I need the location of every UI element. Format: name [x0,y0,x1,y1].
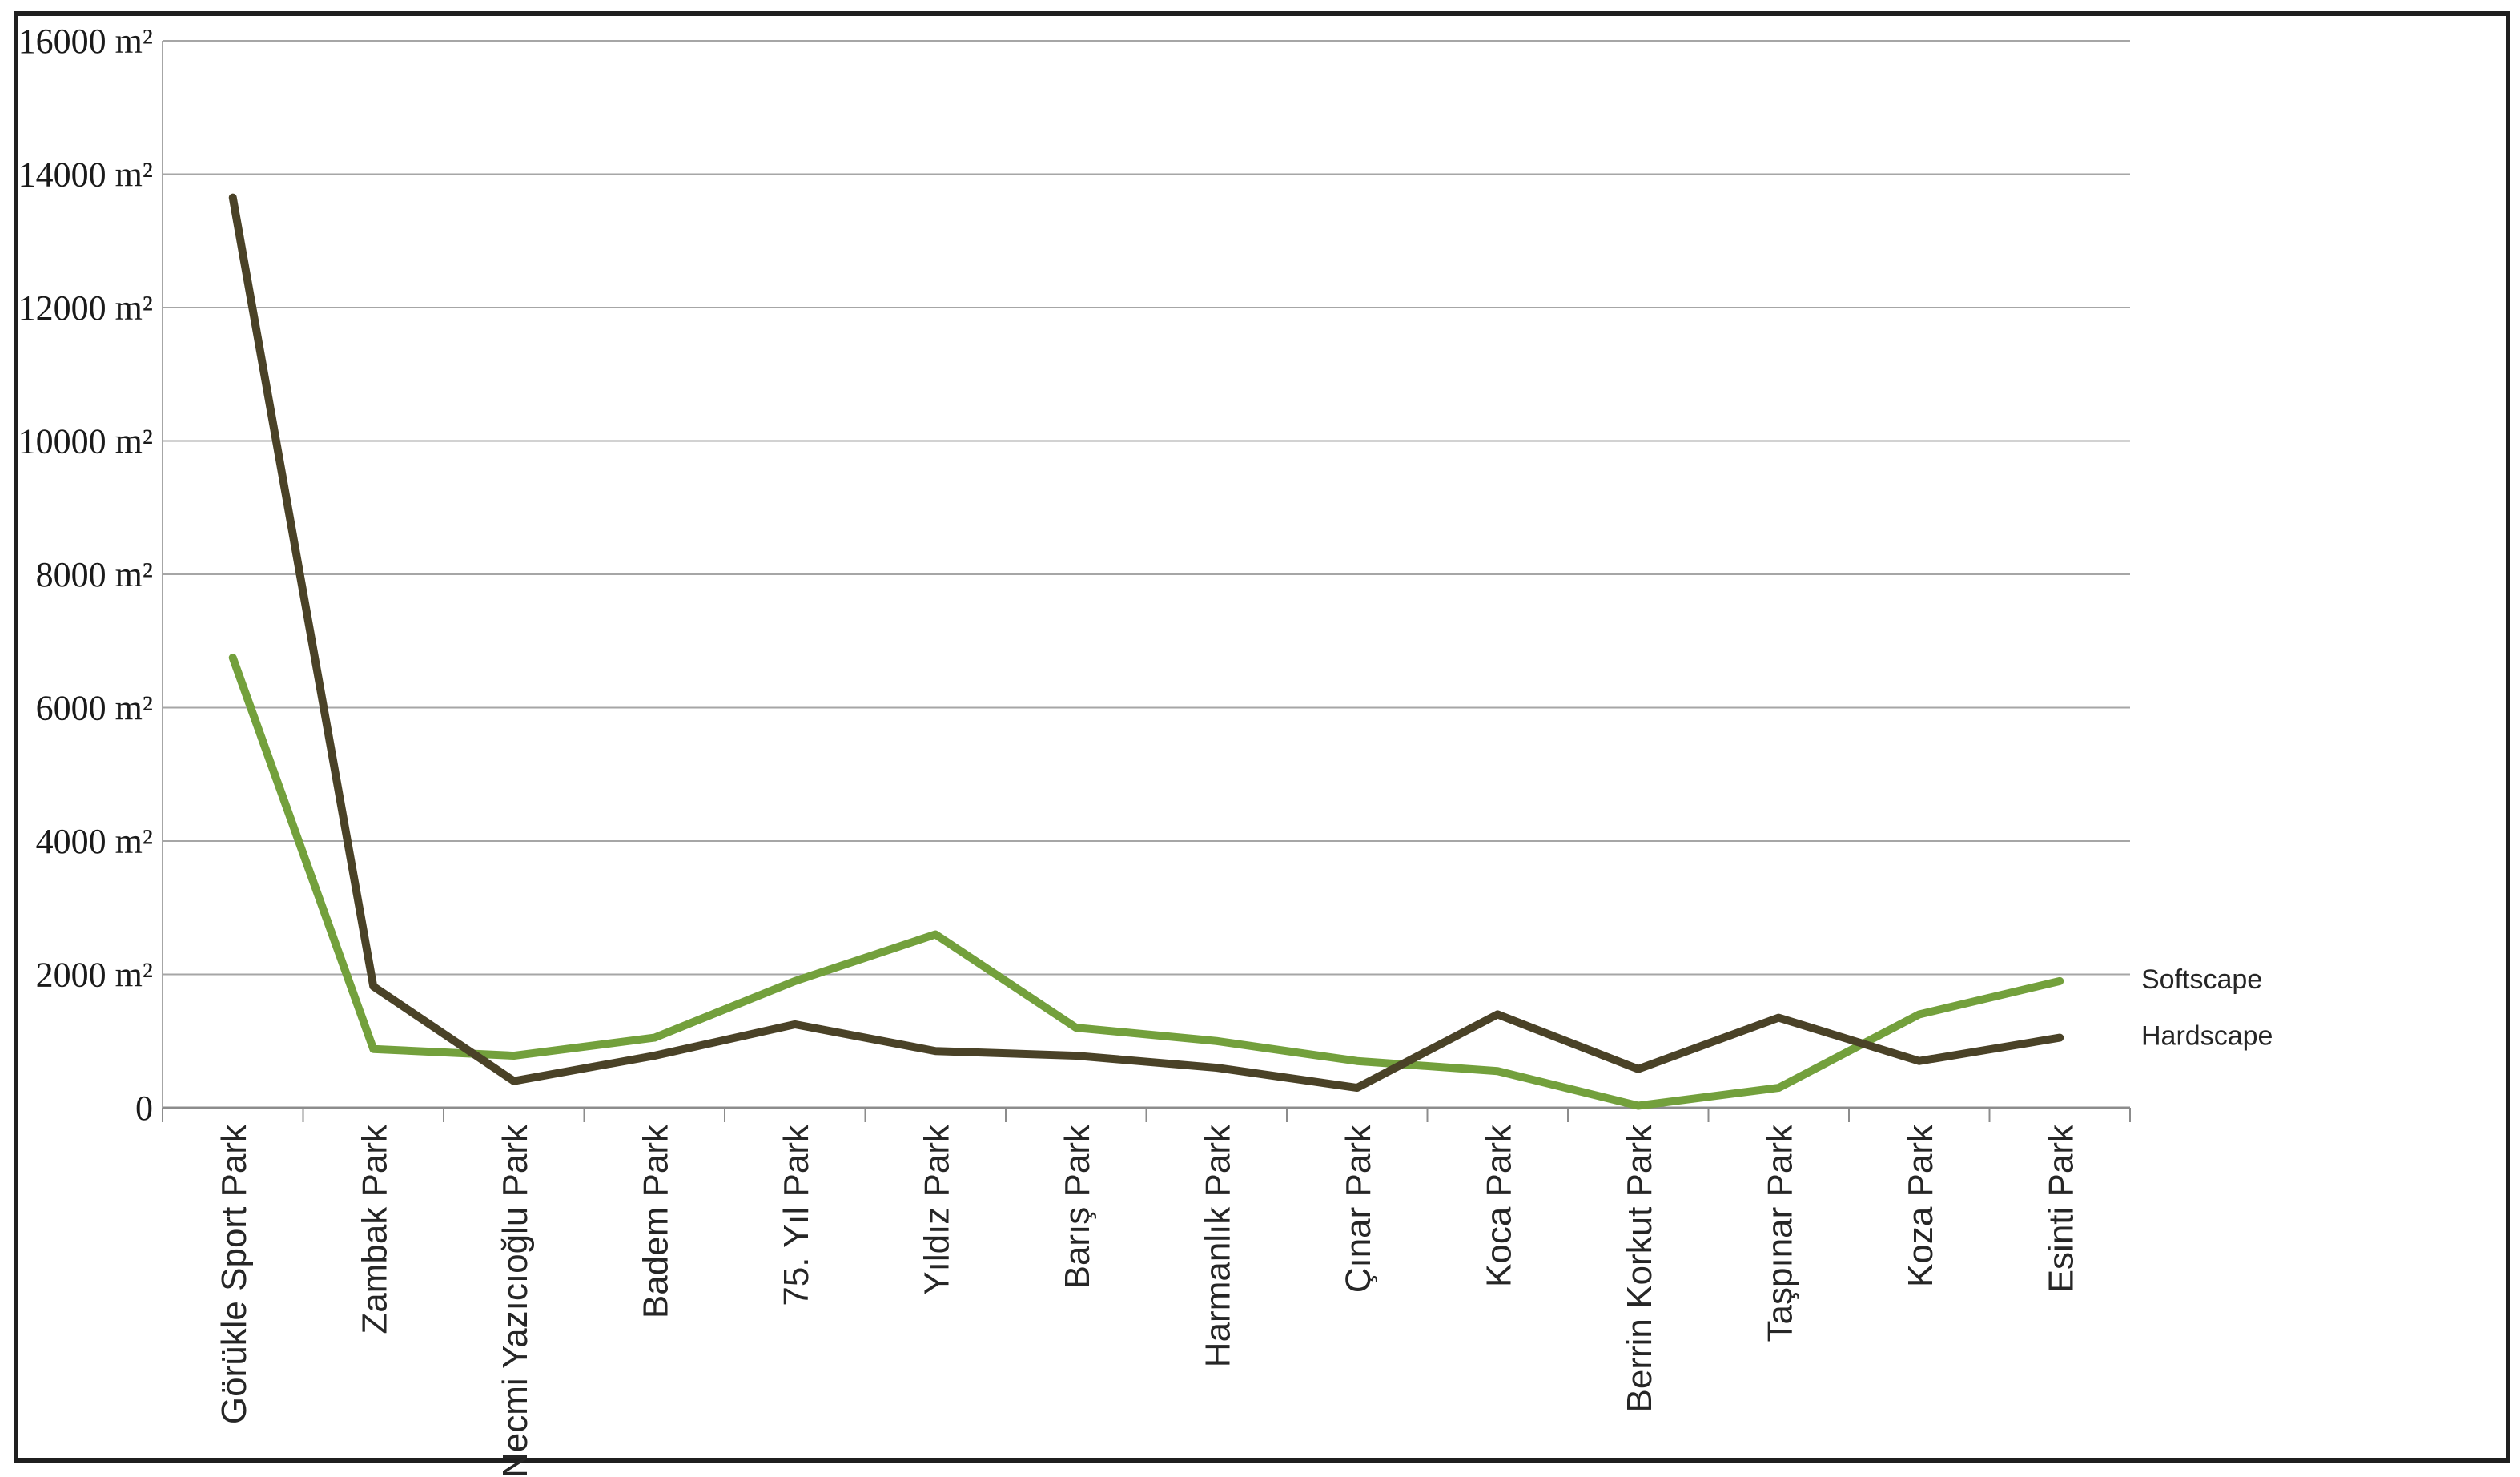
x-category-label: Harmanlık Park [1198,1124,1237,1367]
y-axis-tick-label: 16000 m² [18,22,153,61]
x-category-label: Zambak Park [355,1124,394,1334]
x-category-label: Taşpınar Park [1760,1124,1799,1342]
y-axis-tick-label: 12000 m² [18,288,153,328]
x-category-label: Görükle Sport Park [215,1124,254,1424]
y-axis-tick-label: 8000 m² [36,555,153,594]
x-category-label: Koca Park [1479,1124,1518,1287]
x-category-label: Çınar Park [1339,1124,1378,1293]
figure-border [14,11,2510,1463]
y-axis-tick-label: 10000 m² [18,422,153,461]
x-category-label: Esinti Park [2041,1124,2080,1293]
y-axis-tick-label: 14000 m² [18,155,153,195]
x-category-label: Koza Park [1901,1124,1940,1287]
x-category-label: 75. Yıl Park [777,1124,816,1306]
x-category-label: Badem Park [636,1124,675,1318]
series-end-label-hardscape: Hardscape [2141,1021,2273,1052]
y-axis-tick-label: 2000 m² [36,956,153,995]
x-category-label: Barış Park [1058,1124,1097,1289]
softscape-line [228,654,2064,1110]
y-axis-tick-label: 4000 m² [36,822,153,861]
hardscape-line [228,193,2064,1093]
y-axis-tick-label: 0 [135,1089,153,1128]
y-axis-tick-label: 6000 m² [36,689,153,728]
x-category-label: Berrin Korkut Park [1620,1124,1659,1412]
x-category-label: Yıldız Park [917,1124,956,1295]
x-category-label: Necmi Yazıcıoğlu Park [496,1124,535,1477]
series-end-label-softscape: Softscape [2141,964,2262,995]
